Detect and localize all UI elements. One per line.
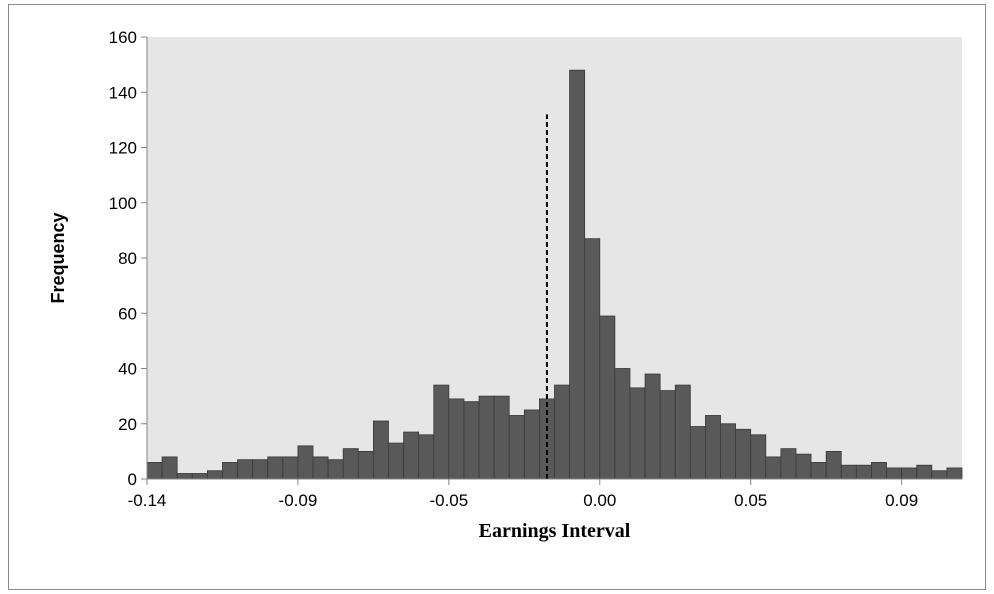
bar xyxy=(252,459,269,480)
x-tick-label: 0.09 xyxy=(885,491,918,510)
y-axis-title: Frequency xyxy=(48,212,68,303)
bar xyxy=(584,238,601,480)
bar xyxy=(629,387,646,480)
bars-group xyxy=(146,69,963,480)
bar xyxy=(554,384,570,480)
x-tick-label: 0.05 xyxy=(734,491,767,510)
bar xyxy=(523,409,540,480)
bar xyxy=(644,373,661,480)
bar xyxy=(433,384,450,480)
bar xyxy=(357,450,374,480)
bar xyxy=(569,69,586,480)
bar xyxy=(448,398,465,480)
bar xyxy=(206,470,223,480)
bar xyxy=(871,462,887,480)
bar xyxy=(720,423,737,480)
bar xyxy=(810,462,827,480)
bar xyxy=(388,442,404,480)
bar xyxy=(191,473,208,480)
bar xyxy=(176,473,193,480)
bar xyxy=(297,445,314,480)
bar xyxy=(840,464,857,480)
chart-frame: 0 20 40 60 80 100 120 140 160 -0.14 -0.09 -0.05 0.0… xyxy=(8,4,986,590)
bar xyxy=(372,420,389,480)
bar xyxy=(780,448,797,480)
x-tick-label: -0.09 xyxy=(279,491,318,510)
y-tick-label: 0 xyxy=(128,470,137,489)
bar xyxy=(765,456,782,480)
x-tick-label: 0.00 xyxy=(583,491,616,510)
bar xyxy=(493,395,510,480)
bar xyxy=(463,401,480,480)
histogram-chart: 0 20 40 60 80 100 120 140 160 -0.14 -0.09 -0.05 0.0… xyxy=(48,28,963,542)
bar xyxy=(508,415,525,480)
bar xyxy=(825,450,842,480)
bar xyxy=(735,428,752,480)
bar xyxy=(946,467,963,480)
y-tick-label: 20 xyxy=(118,415,137,434)
bar xyxy=(795,453,812,480)
bar xyxy=(659,390,676,480)
x-ticks: -0.14 -0.09 -0.05 0.00 0.05 0.09 xyxy=(128,479,918,510)
y-tick-label: 40 xyxy=(118,360,137,379)
bar xyxy=(614,368,631,480)
bar xyxy=(342,448,359,480)
bar xyxy=(750,434,767,480)
bar xyxy=(478,395,495,480)
bar xyxy=(327,459,344,480)
x-axis-title: Earnings Interval xyxy=(479,520,631,542)
bar xyxy=(146,462,163,480)
bar xyxy=(855,464,872,480)
bar xyxy=(916,464,933,480)
bar xyxy=(886,467,903,480)
y-tick-label: 120 xyxy=(109,139,137,158)
y-tick-label: 80 xyxy=(118,249,137,268)
bar xyxy=(222,462,238,480)
bar xyxy=(161,456,178,480)
bar xyxy=(282,456,299,480)
bar xyxy=(901,467,918,480)
bar xyxy=(674,384,691,480)
bar xyxy=(705,415,721,480)
y-tick-label: 60 xyxy=(118,304,137,323)
y-tick-label: 140 xyxy=(109,83,137,102)
bar xyxy=(312,456,329,480)
bar xyxy=(267,456,284,480)
y-tick-label: 100 xyxy=(109,194,137,213)
bar xyxy=(403,431,420,480)
bar xyxy=(689,426,706,480)
y-ticks: 0 20 40 60 80 100 120 140 160 xyxy=(109,28,147,489)
bar xyxy=(931,470,948,480)
x-tick-label: -0.05 xyxy=(429,491,468,510)
bar xyxy=(418,434,435,480)
bar xyxy=(237,459,254,480)
y-tick-label: 160 xyxy=(109,28,137,47)
x-tick-label: -0.14 xyxy=(128,491,167,510)
bar xyxy=(599,315,616,480)
